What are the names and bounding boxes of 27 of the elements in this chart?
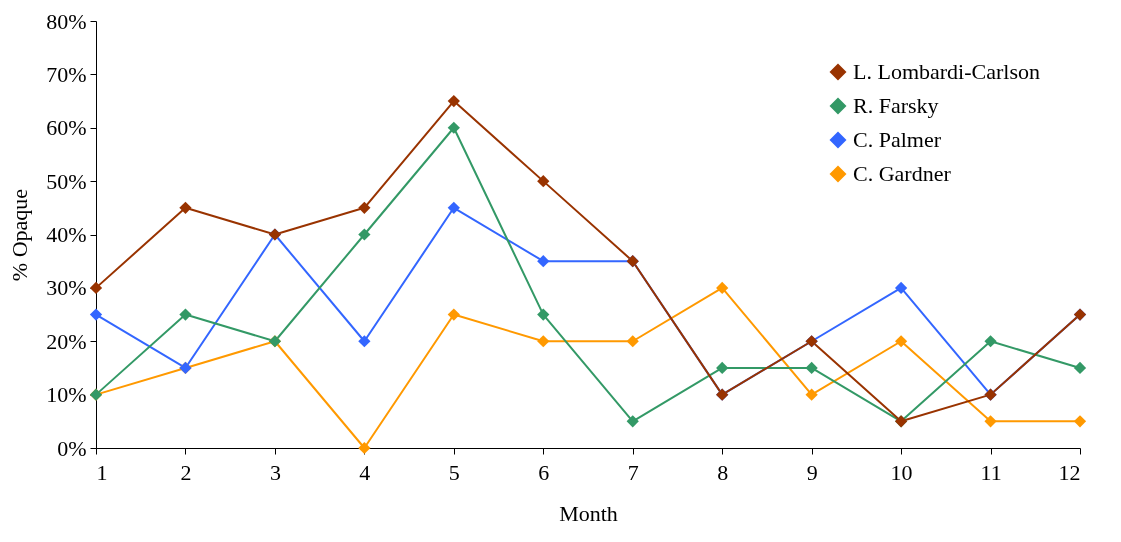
x-tick-label: 9 — [806, 459, 818, 485]
x-axis-title: Month — [559, 500, 618, 526]
y-tick-label: 70% — [46, 61, 87, 87]
y-tick-label: 80% — [46, 8, 87, 34]
x-tick-label: 6 — [538, 459, 550, 485]
x-tick-label: 8 — [717, 459, 729, 485]
x-tick-label: 7 — [627, 459, 639, 485]
x-tick-label: 1 — [96, 459, 108, 485]
x-tick-label: 12 — [1058, 459, 1081, 485]
x-tick-label: 3 — [269, 459, 281, 485]
y-tick-label: 60% — [46, 115, 87, 141]
y-tick-label: 30% — [46, 275, 87, 301]
y-tick-label: 40% — [46, 222, 87, 247]
legend-label: R. Farsky — [853, 93, 939, 118]
x-tick-label: 5 — [448, 459, 460, 485]
y-tick-label: 50% — [46, 168, 87, 194]
y-tick-label: 0% — [57, 435, 87, 461]
legend-label: C. Gardner — [853, 161, 952, 186]
x-tick-label: 2 — [180, 459, 192, 485]
legend-label: L. Lombardi-Carlson — [853, 59, 1040, 84]
y-axis-title: % Opaque — [7, 188, 33, 282]
x-tick-label: 4 — [359, 459, 371, 485]
y-tick-label: 20% — [46, 328, 87, 354]
x-tick-label: 11 — [980, 459, 1002, 485]
x-tick-label: 10 — [890, 459, 913, 485]
legend-label: C. Palmer — [853, 127, 942, 152]
y-tick-label: 10% — [46, 382, 87, 408]
